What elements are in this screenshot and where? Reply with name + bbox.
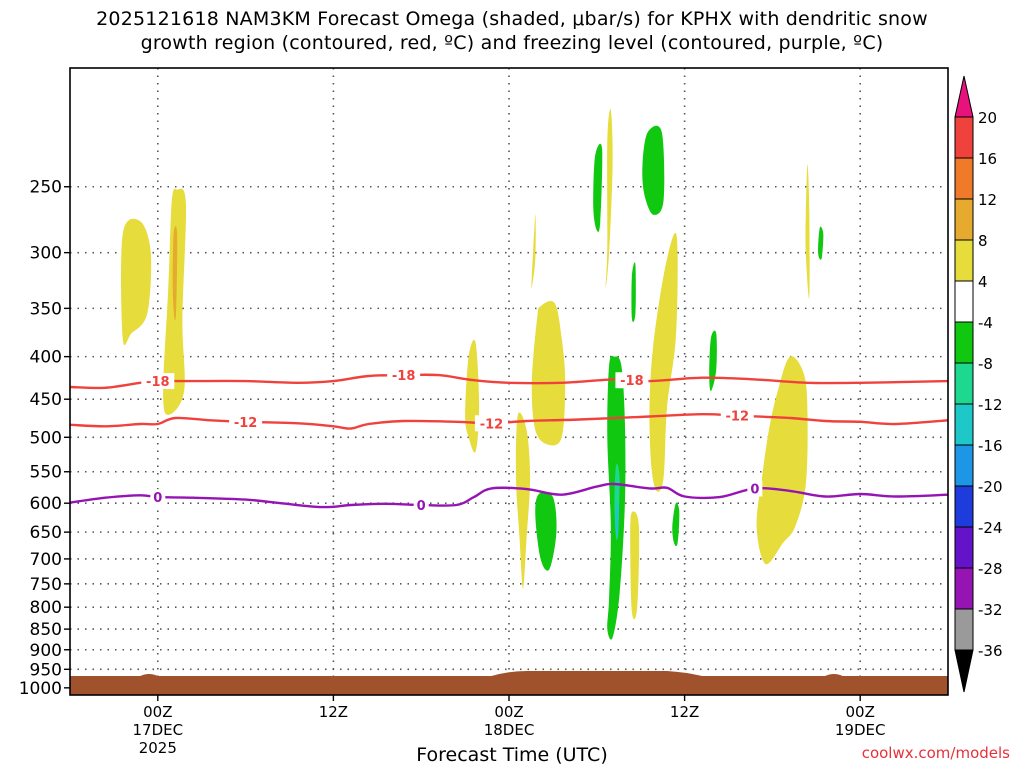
omega-region-18 (709, 330, 717, 392)
contour-line-1 (70, 412, 948, 430)
omega-region-8 (605, 108, 613, 288)
chart-title-line2: growth region (contoured, red, ºC) and f… (140, 32, 884, 54)
x-tick-label-30-0: 12Z (670, 703, 699, 721)
omega-region-2 (172, 226, 178, 321)
omega-region-0 (121, 218, 152, 346)
colorbar-label-12: -32 (978, 601, 1003, 619)
x-tick-label-40-1: 19DEC (835, 721, 886, 739)
omega-region-4 (515, 412, 531, 589)
colorbar-label-0: 20 (978, 109, 997, 127)
y-tick-label-750: 750 (30, 575, 62, 595)
colorbar-bin-8 (954, 444, 974, 487)
plot-layer: -18 -18 -18 -12 -12 -12 0 0 0 (70, 68, 948, 695)
colorbar-bin-11 (954, 567, 974, 610)
colorbar-label-13: -36 (978, 642, 1003, 660)
y-tick-label-500: 500 (30, 428, 62, 448)
omega-region-12 (615, 502, 619, 539)
contour-label-1-1: -12 (480, 417, 504, 432)
contour-label-2-0: 0 (153, 491, 162, 506)
contour-label-1-0: -12 (234, 416, 258, 431)
colorbar-label-4: 4 (978, 273, 988, 291)
x-tick-label-0-2: 2025 (139, 739, 177, 757)
contour-label-0-2: -18 (620, 374, 644, 389)
omega-region-20 (805, 164, 810, 299)
colorbar-bin-2 (954, 198, 974, 241)
contour-label-bg-2-1 (413, 496, 429, 513)
colorbar-label-9: -20 (978, 478, 1003, 496)
colorbar-bin-3 (954, 239, 974, 282)
omega-region-5 (531, 214, 536, 289)
colorbar-bin-9 (954, 485, 974, 528)
omega-region-7 (535, 492, 557, 571)
colorbar-label-11: -28 (978, 560, 1003, 578)
colorbar-label-8: -16 (978, 437, 1003, 455)
omega-region-17 (672, 502, 680, 547)
y-tick-label-600: 600 (30, 494, 62, 514)
contour-label-bg-0-2 (615, 372, 649, 389)
omega-region-21 (818, 226, 824, 260)
colorbar-top-arrow (954, 75, 974, 118)
surface-terrain (70, 670, 948, 695)
y-tick-label-900: 900 (30, 641, 62, 661)
colorbar-bin-0 (954, 116, 974, 159)
credit-text: coolwx.com/models (861, 744, 1010, 762)
contour-label-bg-1-1 (474, 415, 508, 432)
colorbar-bin-1 (954, 157, 974, 200)
colorbar-bin-7 (954, 403, 974, 446)
colorbar-label-7: -12 (978, 396, 1003, 414)
x-tick-label-0-0: 00Z (143, 703, 172, 721)
omega-region-13 (630, 511, 640, 620)
chart-title-line1: 2025121618 NAM3KM Forecast Omega (shaded… (96, 8, 928, 30)
colorbar-label-3: 8 (978, 232, 988, 250)
colorbar-bin-10 (954, 526, 974, 569)
y-tick-label-350: 350 (30, 299, 62, 319)
x-tick-label-20-0: 00Z (494, 703, 523, 721)
contour-label-bg-2-0 (150, 489, 166, 506)
omega-region-16 (649, 232, 678, 492)
contour-label-0-1: -18 (392, 369, 416, 384)
y-tick-label-800: 800 (30, 598, 62, 618)
y-tick-label-550: 550 (30, 463, 62, 483)
colorbar-bin-6 (954, 362, 974, 405)
contour-line-2 (70, 482, 948, 509)
x-tick-label-10-0: 12Z (319, 703, 348, 721)
omega-region-15 (642, 125, 665, 215)
y-tick-label-400: 400 (30, 348, 62, 368)
x-tick-label-20-1: 18DEC (484, 721, 535, 739)
colorbar-label-6: -8 (978, 355, 993, 373)
contour-label-2-2: 0 (750, 482, 759, 497)
omega-region-19 (756, 356, 808, 565)
y-tick-label-650: 650 (30, 523, 62, 543)
colorbar-label-10: -24 (978, 519, 1003, 537)
colorbar-label-5: -4 (978, 314, 993, 332)
y-tick-label-450: 450 (30, 390, 62, 410)
x-axis-title: Forecast Time (UTC) (416, 744, 608, 766)
contour-label-bg-0-0 (141, 373, 175, 390)
y-tick-label-250: 250 (30, 178, 62, 198)
contour-label-bg-1-2 (720, 407, 754, 424)
contour-label-0-0: -18 (146, 375, 170, 390)
colorbar-label-1: 16 (978, 150, 997, 168)
colorbar-bin-5 (954, 321, 974, 364)
y-tick-label-300: 300 (30, 244, 62, 264)
contour-label-1-2: -12 (726, 410, 750, 425)
contour-label-bg-2-2 (747, 480, 763, 497)
contour-label-bg-1-0 (229, 413, 263, 430)
y-tick-label-950: 950 (30, 660, 62, 680)
y-tick-label-700: 700 (30, 550, 62, 570)
colorbar-bin-12 (954, 608, 974, 651)
colorbar-bottom-arrow (954, 649, 974, 693)
x-tick-label-0-1: 17DEC (133, 721, 184, 739)
y-tick-label-850: 850 (30, 620, 62, 640)
omega-region-9 (593, 143, 603, 232)
contour-label-2-1: 0 (417, 499, 426, 514)
omega-region-14 (631, 262, 636, 323)
colorbar-bin-4 (954, 280, 974, 323)
omega-region-6 (531, 301, 566, 446)
x-tick-label-40-0: 00Z (846, 703, 875, 721)
colorbar-label-2: 12 (978, 191, 997, 209)
y-tick-label-1000: 1000 (19, 679, 62, 699)
contour-label-bg-0-1 (387, 367, 421, 384)
